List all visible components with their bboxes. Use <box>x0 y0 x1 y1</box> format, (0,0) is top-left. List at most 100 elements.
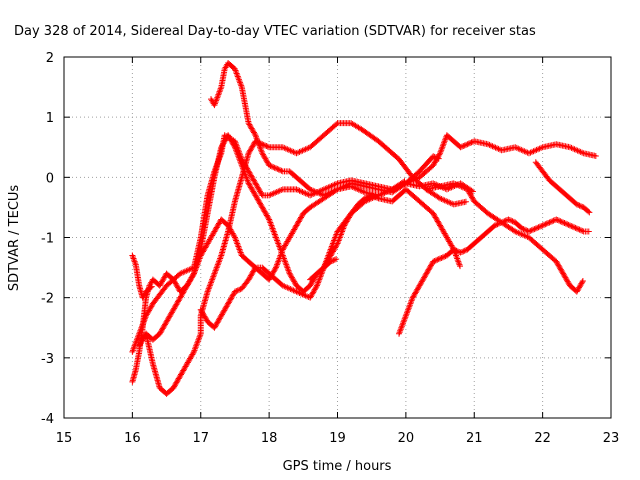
data-point-marker <box>577 227 584 234</box>
data-point-marker <box>527 227 534 234</box>
data-point-marker <box>556 217 563 224</box>
y-tick-label: 2 <box>46 51 54 66</box>
data-point-marker <box>579 227 586 234</box>
data-point-marker <box>550 217 557 224</box>
data-point-marker <box>400 179 407 186</box>
data-point-marker <box>506 217 513 224</box>
data-point-marker <box>509 218 516 225</box>
data-point-marker <box>577 203 584 210</box>
data-point-marker <box>233 288 240 295</box>
data-point-marker <box>565 221 572 228</box>
series-track-1 <box>143 120 469 397</box>
data-point-marker <box>431 153 438 160</box>
data-point-marker <box>434 155 441 162</box>
data-point-marker <box>267 162 274 169</box>
data-point-marker <box>575 226 582 233</box>
data-point-marker <box>272 165 279 172</box>
data-point-marker <box>432 154 439 161</box>
y-axis-label: SDTVAR / TECUs <box>7 185 22 292</box>
data-markers <box>129 60 599 397</box>
data-point-marker <box>519 225 526 232</box>
data-point-marker <box>361 195 368 202</box>
data-point-marker <box>275 166 282 173</box>
data-point-marker <box>573 201 580 208</box>
y-tick-label: 1 <box>46 111 54 126</box>
x-tick-label: 21 <box>466 431 483 446</box>
series-track-8 <box>423 180 586 295</box>
data-point-marker <box>532 225 539 232</box>
data-point-marker <box>458 248 465 255</box>
data-point-marker <box>461 142 468 149</box>
data-point-marker <box>530 226 537 233</box>
data-point-marker <box>493 221 500 228</box>
series-track-5 <box>197 153 442 331</box>
data-point-marker <box>569 223 576 230</box>
data-point-marker <box>546 219 553 226</box>
data-point-marker <box>576 202 583 209</box>
data-point-marker <box>553 216 560 223</box>
data-point-marker <box>539 222 546 229</box>
data-point-marker <box>236 286 243 293</box>
data-point-marker <box>330 257 337 264</box>
data-point-marker <box>534 224 541 231</box>
data-point-marker <box>190 271 197 278</box>
data-point-marker <box>531 226 538 233</box>
axis-ticks: 15 16 17 18 19 20 21 22 23 -4 -3 -2 -1 0 1 2 <box>41 51 619 446</box>
data-point-marker <box>441 253 448 260</box>
data-point-marker <box>561 220 568 227</box>
data-point-marker <box>525 228 532 235</box>
x-tick-label: 18 <box>261 431 278 446</box>
data-point-marker <box>231 233 238 240</box>
data-point-marker <box>468 139 475 146</box>
series-track-10 <box>532 159 593 216</box>
x-tick-label: 19 <box>329 431 346 446</box>
data-point-marker <box>543 220 550 227</box>
data-point-marker <box>268 163 275 170</box>
data-point-marker <box>432 257 439 264</box>
y-tick-label: -3 <box>41 352 54 367</box>
data-point-marker <box>508 217 515 224</box>
data-point-marker <box>430 258 437 265</box>
data-point-marker <box>579 279 586 286</box>
data-point-marker <box>573 225 580 232</box>
data-point-marker <box>465 140 472 147</box>
y-tick-label: -4 <box>41 412 54 427</box>
data-point-marker <box>401 178 408 185</box>
data-point-marker <box>265 215 272 222</box>
data-point-marker <box>264 143 271 150</box>
data-point-marker <box>458 143 465 150</box>
data-point-marker <box>572 224 579 231</box>
data-point-marker <box>271 164 278 171</box>
data-point-marker <box>585 208 592 215</box>
data-point-marker <box>234 287 241 294</box>
data-point-marker <box>469 188 476 195</box>
series-track-11 <box>129 252 155 301</box>
data-point-marker <box>542 221 549 228</box>
data-point-marker <box>536 223 543 230</box>
data-point-marker <box>592 152 599 159</box>
data-point-marker <box>274 165 281 172</box>
data-point-marker <box>586 209 593 216</box>
data-point-marker <box>333 121 340 128</box>
x-tick-label: 17 <box>192 431 209 446</box>
data-point-marker <box>462 198 469 205</box>
data-point-marker <box>435 256 442 263</box>
series-track-9 <box>208 60 408 199</box>
data-point-marker <box>562 220 569 227</box>
data-point-marker <box>576 226 583 233</box>
x-tick-label: 23 <box>603 431 620 446</box>
data-point-marker <box>262 142 269 149</box>
data-point-marker <box>439 254 446 261</box>
data-point-marker <box>460 248 467 255</box>
data-point-marker <box>538 223 545 230</box>
data-point-marker <box>260 141 267 148</box>
data-point-marker <box>333 256 340 263</box>
data-point-marker <box>575 202 582 209</box>
data-point-marker <box>585 228 592 235</box>
data-point-marker <box>457 263 464 270</box>
grid-lines <box>64 57 611 418</box>
data-point-marker <box>437 255 444 262</box>
data-point-marker <box>571 224 578 231</box>
y-tick-label: -2 <box>41 292 54 307</box>
